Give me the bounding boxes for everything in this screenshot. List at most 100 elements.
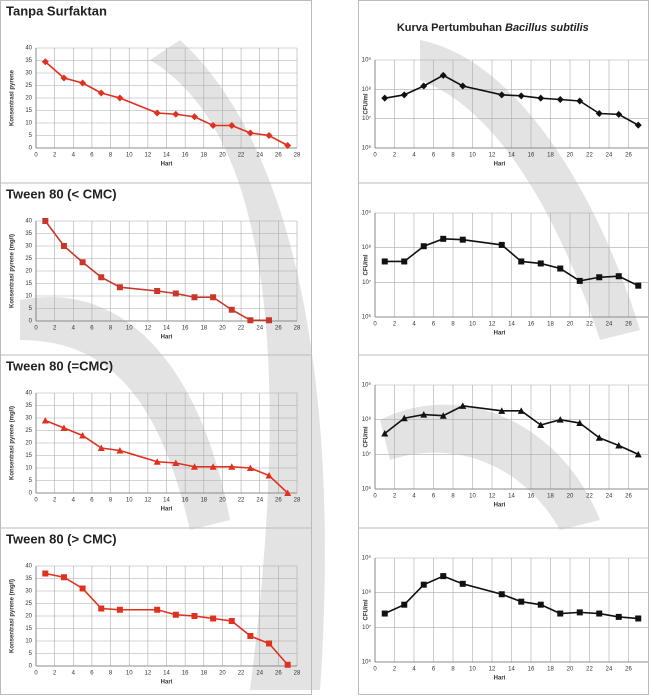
x-tick-label: 24 <box>606 494 613 500</box>
y-tick-label: 35 <box>25 231 32 237</box>
x-tick-label: 18 <box>547 667 554 673</box>
x-tick-label: 10 <box>469 153 476 159</box>
y-axis-label: CFU/ml <box>364 93 370 114</box>
y-tick-label: 40 <box>25 391 32 397</box>
x-tick-label: 26 <box>625 667 632 673</box>
y-axis-label: Konsentrasi pyrene (mg/l) <box>10 406 16 480</box>
x-axis-label: Hari <box>494 503 506 509</box>
marker <box>577 609 583 615</box>
x-tick-label: 4 <box>412 153 416 159</box>
marker <box>173 291 179 297</box>
marker <box>191 613 197 619</box>
marker <box>460 581 466 587</box>
marker <box>616 614 622 620</box>
x-tick-label: 6 <box>432 667 436 673</box>
marker <box>116 95 123 102</box>
x-tick-label: 14 <box>163 153 170 159</box>
x-tick-label: 2 <box>393 494 397 500</box>
x-tick-label: 0 <box>373 322 377 328</box>
x-tick-label: 10 <box>126 153 133 159</box>
y-tick-label: 10⁸ <box>362 86 372 93</box>
x-tick-label: 2 <box>393 322 397 328</box>
x-tick-label: 24 <box>256 498 263 504</box>
marker <box>61 243 67 249</box>
marker <box>229 618 235 624</box>
y-tick-label: 10 <box>25 466 32 472</box>
marker <box>401 91 408 98</box>
x-tick-label: 8 <box>109 153 113 159</box>
x-tick-label: 16 <box>528 494 535 500</box>
marker <box>191 113 198 120</box>
x-tick-label: 24 <box>256 671 263 677</box>
y-tick-label: 35 <box>25 403 32 409</box>
y-tick-label: 10⁶ <box>362 145 372 152</box>
y-tick-label: 5 <box>29 133 33 139</box>
x-tick-label: 24 <box>606 322 613 328</box>
chart-title: Tanpa Surfaktan <box>6 3 107 18</box>
marker <box>191 294 197 300</box>
x-axis-label: Hari <box>494 331 506 337</box>
y-tick-label: 10 <box>25 294 32 300</box>
marker <box>518 599 524 605</box>
y-axis-label: Konsentrasi pyrene (mg/l) <box>10 234 16 308</box>
x-tick-label: 26 <box>275 326 282 332</box>
chart-title: Tween 80 (< CMC) <box>6 186 117 201</box>
chart-title: Tween 80 (=CMC) <box>6 358 113 373</box>
marker <box>440 573 446 579</box>
y-tick-label: 30 <box>25 416 32 422</box>
marker <box>420 82 427 89</box>
y-tick-label: 10⁸ <box>362 589 372 596</box>
x-tick-label: 6 <box>90 498 94 504</box>
marker <box>247 317 253 323</box>
y-tick-label: 10 <box>25 121 32 127</box>
x-tick-label: 12 <box>489 153 496 159</box>
marker <box>172 111 179 118</box>
marker <box>266 641 272 647</box>
x-tick-label: 6 <box>432 322 436 328</box>
y-tick-label: 20 <box>25 441 32 447</box>
x-tick-label: 18 <box>547 153 554 159</box>
marker <box>285 662 291 668</box>
x-tick-label: 0 <box>373 153 377 159</box>
marker <box>117 284 123 290</box>
y-tick-label: 10⁹ <box>362 555 372 562</box>
x-tick-label: 0 <box>34 671 38 677</box>
y-tick-label: 10⁶ <box>362 486 372 493</box>
y-tick-label: 30 <box>25 71 32 77</box>
y-tick-label: 40 <box>25 46 32 52</box>
x-tick-label: 0 <box>373 667 377 673</box>
y-tick-label: 10⁶ <box>362 314 372 321</box>
marker <box>98 606 104 612</box>
x-tick-label: 10 <box>126 671 133 677</box>
x-tick-label: 22 <box>586 494 593 500</box>
y-tick-label: 10⁹ <box>362 382 372 389</box>
chart-title-organism: Bacillus subtilis <box>505 22 589 34</box>
x-tick-label: 4 <box>412 667 416 673</box>
y-tick-label: 0 <box>29 491 33 497</box>
marker <box>98 274 104 280</box>
y-tick-label: 25 <box>25 256 32 262</box>
marker <box>615 111 622 118</box>
marker <box>266 132 273 139</box>
x-tick-label: 0 <box>34 153 38 159</box>
x-tick-label: 18 <box>200 671 207 677</box>
x-tick-label: 24 <box>256 153 263 159</box>
x-tick-label: 16 <box>528 667 535 673</box>
x-tick-label: 28 <box>294 671 301 677</box>
x-tick-label: 4 <box>72 498 76 504</box>
y-tick-label: 5 <box>29 478 33 484</box>
y-tick-label: 30 <box>25 244 32 250</box>
x-tick-label: 2 <box>393 153 397 159</box>
y-tick-label: 0 <box>29 146 33 152</box>
y-tick-label: 20 <box>25 614 32 620</box>
y-tick-label: 10⁷ <box>362 624 371 631</box>
chart-title: Tween 80 (> CMC) <box>6 531 117 546</box>
y-tick-label: 20 <box>25 269 32 275</box>
y-axis-label: CFU/ml <box>364 254 370 275</box>
x-tick-label: 10 <box>469 494 476 500</box>
y-tick-label: 35 <box>25 576 32 582</box>
x-tick-label: 22 <box>238 153 245 159</box>
marker <box>635 615 641 621</box>
y-tick-label: 30 <box>25 589 32 595</box>
x-tick-label: 10 <box>469 322 476 328</box>
